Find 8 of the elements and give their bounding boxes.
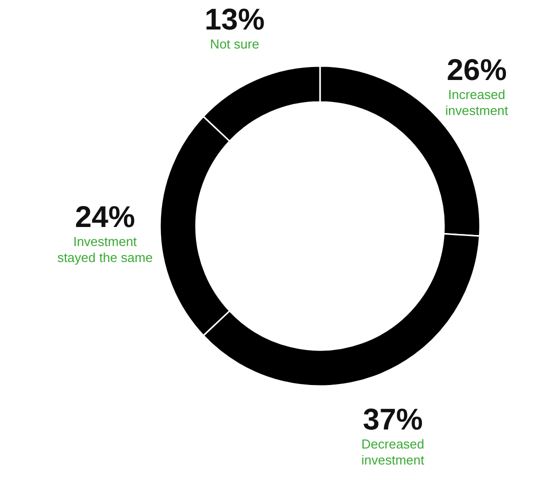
data-label: 13% [204, 4, 265, 37]
slice-label: Increased investment [445, 86, 509, 118]
data-label: 24% [74, 201, 136, 234]
data-label: 26% [446, 54, 507, 87]
slice-label: Investment stayed the same [57, 234, 153, 265]
slice-label: Decreased investment [361, 436, 425, 468]
slice-label: Not sure [210, 36, 260, 52]
data-label: 37% [362, 403, 423, 436]
